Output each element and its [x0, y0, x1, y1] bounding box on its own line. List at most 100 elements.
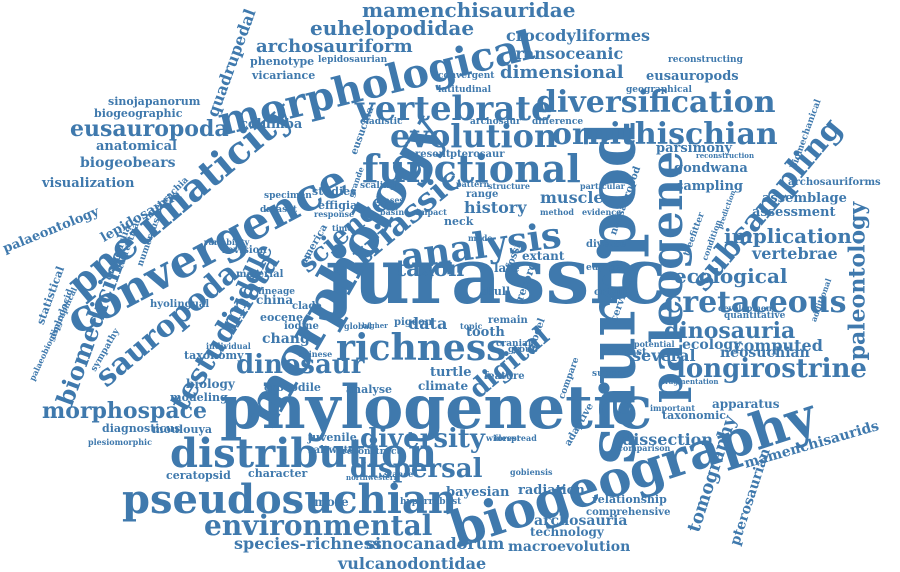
- word-data: data: [408, 314, 448, 333]
- word-reconstruction: reconstruction: [696, 151, 755, 160]
- word-phenotype: phenotype: [250, 55, 315, 68]
- word-gobiensis: gobiensis: [510, 467, 553, 477]
- word-stance: stance: [384, 469, 414, 479]
- word-history: history: [464, 198, 527, 217]
- word-several: several: [632, 346, 696, 365]
- word-china: china: [256, 293, 294, 307]
- word-biogeographic: biogeographic: [94, 107, 183, 120]
- word-particular: particular: [580, 181, 625, 191]
- word-extant: extant: [522, 249, 565, 263]
- word-support: support: [592, 369, 632, 379]
- word-radiation: radiation: [518, 483, 585, 498]
- word-archosauriform: archosauriform: [256, 36, 413, 57]
- word-diversity: diversity: [360, 424, 486, 454]
- word-vulcanodontidae: vulcanodontidae: [338, 554, 487, 572]
- word-sampling: sampling: [676, 179, 744, 194]
- word-mode: mode: [468, 233, 493, 243]
- word-contrast: contrast: [600, 347, 647, 358]
- word-hyolingual: hyolingual: [150, 299, 210, 310]
- word-pigeon: pigeon: [394, 317, 433, 328]
- word-biases: biases: [376, 195, 404, 205]
- word-vertebrae: vertebrae: [752, 244, 838, 263]
- word-taxon: taxon: [396, 256, 465, 282]
- word-transoceanic: transoceanic: [508, 44, 624, 63]
- word-development: development: [718, 303, 776, 313]
- word-parsimony: parsimony: [656, 141, 733, 156]
- word-northwestern: northwestern: [346, 473, 399, 482]
- word-basin: basin: [380, 207, 405, 217]
- word-geographical: geographical: [626, 85, 692, 95]
- word-biogeobears: biogeobears: [80, 155, 176, 171]
- word-response: response: [314, 209, 355, 219]
- word-pterosaur: pterosaur: [450, 149, 505, 160]
- word-longirostrine: longirostrine: [676, 354, 867, 384]
- word-lepidosaurian: lepidosaurian: [318, 55, 388, 65]
- word-character: character: [248, 467, 308, 480]
- word-turtle: turtle: [430, 365, 472, 380]
- word-technology: technology: [530, 525, 604, 539]
- word-revision: revision: [222, 245, 267, 256]
- word-apparatus: apparatus: [712, 397, 780, 411]
- word-hyperrobust: hyperrobust: [400, 497, 462, 507]
- word-pseudosuchian: pseudosuchian: [122, 476, 457, 523]
- word-clade: clade: [292, 301, 322, 312]
- word-phylogenetic: phylogenetic: [220, 373, 653, 443]
- word-more: more: [314, 495, 349, 509]
- word-ecology: ecology: [682, 337, 742, 353]
- word-method: method: [540, 207, 574, 217]
- word-moulouya: moulouya: [152, 423, 213, 436]
- word-dissection: dissection: [622, 430, 713, 449]
- word-functional: functional: [362, 146, 581, 191]
- word-tooth: tooth: [466, 325, 505, 340]
- word-material: material: [236, 269, 284, 280]
- word-analyse: analyse: [346, 383, 393, 396]
- word-ornithischian: ornithischian: [552, 117, 778, 152]
- word-sinojapanorum: sinojapanorum: [108, 95, 201, 108]
- word-individual: individual: [206, 341, 251, 351]
- word-global: global: [344, 321, 372, 331]
- word-diversification: diversification: [536, 85, 776, 120]
- word-anatomical: anatomical: [96, 139, 177, 154]
- word-evolution: evolution: [390, 117, 558, 155]
- word-dinosauria: dinosauria: [664, 318, 796, 344]
- word-structure: structure: [488, 181, 530, 191]
- word-archosauria: archosauria: [534, 513, 628, 529]
- word-biology: biology: [186, 377, 235, 391]
- word-richness: richness: [336, 327, 507, 369]
- word-implication: implication: [724, 224, 852, 248]
- word-juvenile: juvenile: [308, 431, 357, 444]
- word-widespread: widespread: [486, 433, 537, 443]
- word-comprehensive: comprehensive: [586, 507, 671, 518]
- word-relationship: relationship: [592, 493, 667, 506]
- word-archosaur: archosaur: [470, 117, 521, 127]
- word-higher: higher: [362, 321, 388, 330]
- word-convergent: convergent: [438, 71, 495, 81]
- word-studies: studies: [312, 185, 357, 198]
- word-pattern: pattern: [456, 179, 490, 189]
- word-lineage: lineage: [258, 287, 295, 297]
- word-jurassic: jurassic: [325, 231, 667, 322]
- word-vertebrate: vertebrate: [355, 89, 553, 129]
- word-iodine: iodine: [284, 321, 319, 332]
- word-scaling: scaling: [360, 181, 397, 191]
- word-crocodile: crocodile: [264, 381, 321, 394]
- word-species-richness: species-richness: [234, 534, 382, 553]
- word-eusauropods: eusauropods: [646, 69, 739, 84]
- word-cranial: cranial: [496, 339, 532, 349]
- word-visualization: visualization: [42, 176, 135, 191]
- word-plesiomorphic: plesiomorphic: [88, 437, 152, 447]
- word-sinocanadorum: sinocanadorum: [366, 534, 505, 553]
- word-reconstruct: reconstruct: [342, 447, 401, 457]
- word-diverse: diverse: [586, 239, 627, 250]
- word-important: important: [650, 403, 696, 413]
- word-time: time: [332, 223, 353, 233]
- word-assemblage: assemblage: [762, 191, 847, 206]
- word-columba: columba: [240, 117, 303, 132]
- word-ecological: ecological: [674, 264, 788, 288]
- word-morphospace: morphospace: [42, 398, 208, 424]
- word-mamenchisauridae: mamenchisauridae: [362, 0, 576, 22]
- word-europe: europe: [586, 263, 622, 273]
- word-effigia: effigia: [318, 199, 358, 212]
- word-taxonomic: taxonomic: [662, 409, 726, 422]
